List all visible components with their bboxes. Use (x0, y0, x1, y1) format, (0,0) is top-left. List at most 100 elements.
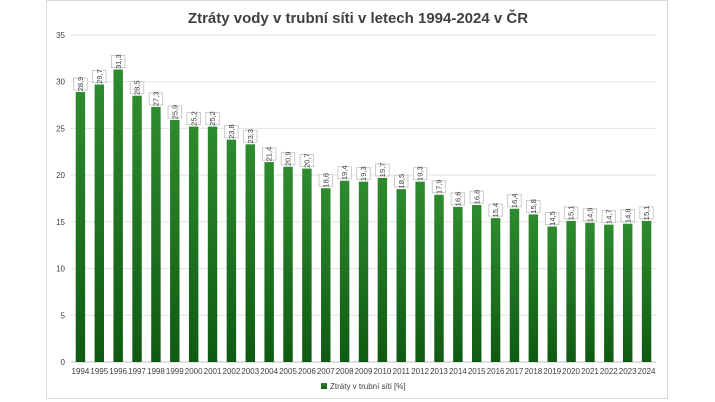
data-labels: 28,9 29,7 31,3 28,5 27,3 25,9 25,2 25,2 23,8 23,3… (73, 54, 654, 226)
data-label-box (394, 174, 409, 188)
x-tick-label: 2010 (373, 367, 391, 376)
data-label-box (186, 112, 201, 125)
x-tick-label: 1994 (72, 367, 90, 376)
y-tick-label: 30 (56, 78, 65, 87)
bar-chart: Ztráty vody v trubní síti v letech 1994-… (56, 9, 656, 391)
legend-swatch (321, 383, 327, 389)
x-tick-label: 2023 (619, 367, 637, 376)
bar (509, 208, 520, 362)
data-label-box (337, 166, 352, 180)
data-label-box (129, 81, 145, 95)
bar (453, 206, 463, 362)
bar (339, 180, 350, 362)
data-label: 15,4 (491, 203, 500, 218)
data-label: 31,3 (114, 54, 123, 69)
x-tick-label: 2020 (562, 367, 580, 376)
data-label-box (299, 154, 315, 168)
data-label: 14,9 (586, 207, 595, 222)
bar (245, 144, 255, 362)
data-label-box (620, 209, 635, 223)
x-tick-label: 2019 (543, 367, 561, 376)
data-label-box (280, 152, 296, 166)
x-tick-label: 2002 (223, 367, 241, 376)
bar (396, 189, 406, 362)
data-label: 18,6 (321, 173, 330, 188)
data-label: 16,6 (453, 192, 462, 207)
data-label-box (224, 125, 239, 139)
bar (472, 205, 482, 362)
data-label: 25,2 (189, 111, 198, 126)
x-tick-label: 2017 (506, 367, 524, 376)
x-tick-label: 2007 (317, 367, 335, 376)
x-tick-label: 2006 (298, 367, 316, 376)
data-label: 19,3 (359, 166, 368, 181)
bar (283, 166, 293, 362)
data-label: 15,1 (642, 206, 651, 221)
bar (132, 95, 142, 362)
data-label: 16,8 (472, 190, 481, 205)
data-label: 14,7 (604, 209, 613, 224)
data-label-box (167, 105, 182, 119)
chart-title: Ztráty vody v trubní síti v letech 1994-… (188, 9, 528, 27)
x-tick-label: 1999 (166, 367, 184, 376)
x-tick-label: 1995 (90, 367, 108, 376)
x-tick-label: 2001 (204, 367, 222, 376)
x-tick-label: 1998 (147, 367, 165, 376)
bar (528, 214, 539, 362)
bar (604, 224, 614, 362)
bar (547, 226, 557, 362)
data-label-box (507, 194, 522, 208)
data-label: 15,1 (567, 206, 576, 221)
data-label: 18,5 (397, 174, 406, 189)
x-tick-label: 2016 (487, 367, 505, 376)
data-label: 28,9 (76, 77, 85, 92)
data-label: 28,5 (133, 80, 142, 95)
bars (75, 69, 652, 363)
bar (302, 168, 312, 362)
data-label: 14,8 (623, 208, 632, 223)
data-label: 23,3 (246, 129, 255, 144)
x-tick-label: 2003 (241, 367, 259, 376)
data-label-box (375, 163, 390, 177)
x-tick-label: 2009 (355, 367, 373, 376)
y-tick-label: 0 (61, 358, 66, 367)
data-label: 19,7 (378, 163, 387, 178)
x-tick-label: 2011 (393, 367, 411, 376)
data-label-box (601, 210, 616, 224)
y-tick-label: 5 (61, 311, 66, 320)
data-label: 25,9 (170, 105, 179, 120)
legend: Ztráty v trubní síti [%] (321, 382, 406, 391)
x-tick-label: 2000 (185, 367, 203, 376)
data-label: 16,4 (510, 193, 519, 208)
y-tick-label: 25 (56, 124, 65, 133)
bar (585, 222, 595, 362)
bar (490, 218, 501, 362)
data-label: 17,9 (435, 179, 444, 194)
data-label: 25,2 (208, 111, 217, 126)
x-tick-label: 2004 (260, 367, 278, 376)
data-label-box (92, 70, 107, 83)
data-label-box (526, 199, 541, 213)
bar (377, 177, 388, 362)
y-axis: 0 5 10 15 20 25 30 35 (56, 31, 65, 367)
bar (188, 126, 199, 362)
bar (75, 91, 86, 363)
x-tick-label: 1996 (109, 367, 127, 376)
data-label-box (469, 190, 484, 204)
data-label-box (148, 92, 164, 106)
bar (94, 84, 105, 362)
x-tick-label: 2015 (468, 367, 486, 376)
x-tick-label: 2021 (581, 367, 599, 376)
bar (207, 126, 218, 362)
data-label: 19,3 (416, 166, 425, 181)
data-label-box (205, 112, 220, 125)
data-label-box (243, 129, 258, 143)
bar (566, 220, 576, 362)
bar (415, 181, 425, 362)
bar (151, 106, 161, 362)
data-label: 20,7 (302, 153, 311, 168)
data-label: 23,8 (227, 124, 236, 139)
data-label-box (488, 203, 503, 217)
data-label-box (318, 173, 333, 187)
data-label-box (431, 180, 447, 194)
